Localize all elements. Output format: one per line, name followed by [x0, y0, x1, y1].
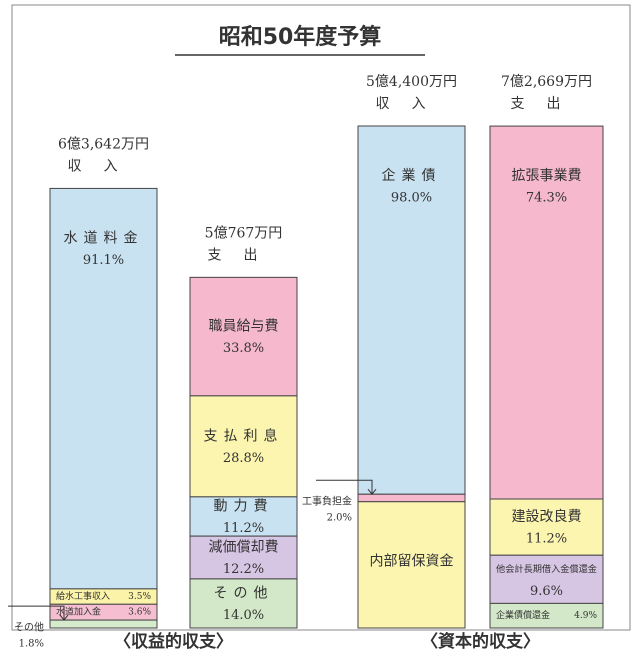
segment-value: 1.8%: [19, 639, 44, 650]
chart-title: 昭和50年度予算: [219, 24, 382, 50]
segment-label: 企業債償還金: [496, 609, 550, 621]
segment-label: その他: [214, 585, 274, 601]
segment: [357, 493, 466, 503]
segment-value: 3.6%: [128, 608, 151, 618]
segment: [49, 619, 158, 629]
column-amount: 5億767万円: [205, 225, 283, 241]
segment: [489, 602, 604, 629]
segment-label: 動力費: [214, 498, 274, 514]
column-kind: 収入: [68, 158, 140, 174]
segment-value: 12.2%: [223, 562, 264, 577]
segment: [189, 276, 298, 397]
segment-value: 11.2%: [526, 532, 567, 547]
group-label: 〈資本的収支〉: [421, 631, 540, 652]
segment-value: 4.9%: [574, 611, 597, 621]
column-kind: 支出: [208, 247, 280, 263]
segment: [189, 496, 298, 537]
frame: [11, 4, 631, 631]
segment: [357, 501, 466, 629]
arrow: [316, 479, 373, 495]
segment-label: 職員給与費: [209, 319, 279, 335]
segment-value: 98.0%: [391, 191, 432, 206]
segment-value: 74.3%: [526, 191, 567, 206]
segment-value: 91.1%: [83, 253, 124, 268]
segment-label: 内部留保資金: [370, 554, 454, 570]
segment: [357, 125, 466, 495]
segment-label: その他: [14, 621, 44, 634]
segment-value: 14.0%: [223, 608, 264, 623]
segment: [489, 125, 604, 500]
segment-label: 企業債: [382, 167, 442, 184]
segment-label: 工事負担金: [302, 495, 352, 508]
arrow: [8, 605, 65, 621]
segment: [189, 395, 298, 498]
column-amount: 6億3,642万円: [58, 136, 149, 152]
segment-label: 建設改良費: [512, 509, 582, 525]
segment-value: 3.5%: [128, 592, 151, 602]
segment-label: 給水工事収入: [56, 590, 110, 602]
segment: [489, 498, 604, 556]
segment: [49, 187, 158, 590]
column-kind: 支出: [511, 96, 583, 112]
column-amount: 7億2,669万円: [501, 74, 592, 90]
segment-value: 2.0%: [327, 513, 352, 524]
segment-label: 減価償却費: [209, 539, 279, 556]
group-label: 〈収益的収支〉: [114, 631, 233, 652]
segment-label: 支払利息: [204, 427, 284, 444]
segment: [189, 578, 298, 629]
segment-value: 9.6%: [530, 584, 563, 599]
arrow-head: [367, 488, 377, 496]
segment-label: 拡張事業費: [512, 168, 582, 184]
segment: [189, 535, 298, 580]
segment-value: 33.8%: [223, 341, 264, 356]
segment-label: 水道料金: [64, 230, 144, 246]
segment-label: 他会計長期借入金償還金: [496, 563, 597, 575]
arrow-head: [59, 614, 69, 621]
column-kind: 収入: [376, 96, 448, 112]
segment-value: 28.8%: [223, 451, 264, 466]
segment-value: 11.2%: [223, 521, 264, 536]
segment: [489, 554, 604, 604]
segment-label: 水道加入金: [56, 606, 101, 618]
column-amount: 5億4,400万円: [366, 74, 457, 90]
